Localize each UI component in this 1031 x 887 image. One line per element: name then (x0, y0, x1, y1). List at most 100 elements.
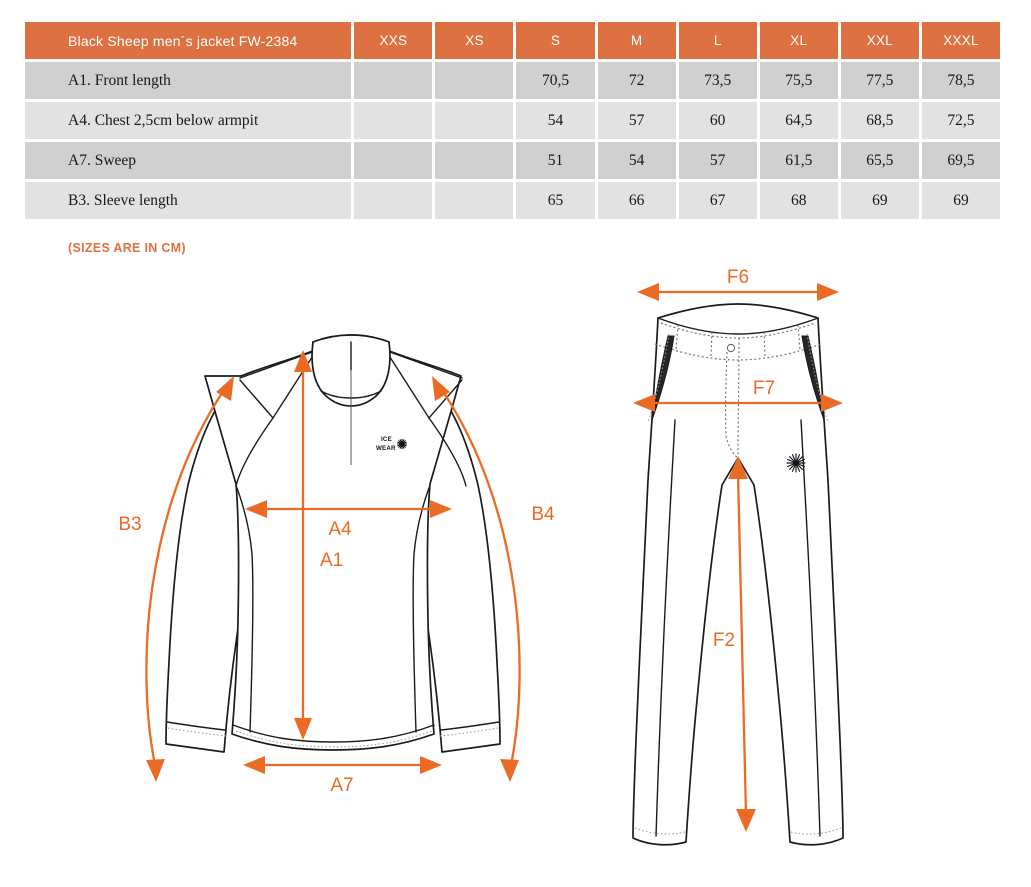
jacket-left-side-panel (236, 487, 254, 733)
pants-waistband-stitch-lower (654, 343, 822, 361)
size-header-xl: XL (759, 22, 838, 59)
measurement-f2-label: F2 (713, 630, 735, 651)
measurement-f7: F7 (633, 378, 843, 412)
jacket-diagram: ICE WEAR A4 A1 A7 (100, 270, 600, 870)
measurement-b3-arrow-top (216, 376, 234, 401)
measurement-label: A4. Chest 2,5cm below armpit (25, 102, 352, 139)
size-header-l: L (678, 22, 757, 59)
measurement-value: 65,5 (840, 142, 919, 179)
size-header-xxl: XXL (840, 22, 919, 59)
pants-right-crease (800, 419, 821, 837)
measurement-f7-arrow-left (633, 394, 655, 412)
measurement-value: 69 (840, 182, 919, 219)
pants-left-crease (655, 419, 676, 837)
measurement-value (435, 62, 514, 99)
measurement-value (435, 102, 514, 139)
measurement-value: 78,5 (921, 62, 1000, 99)
measurement-a4-arrow-right (430, 500, 452, 518)
measurement-f6-arrow-left (637, 283, 659, 301)
size-chart-table: Black Sheep men´s jacket FW-2384 XXS XS … (22, 19, 1003, 222)
measurement-value: 65 (516, 182, 595, 219)
pants-left-hem-stitch (634, 827, 686, 835)
table-row: A7. Sweep 51 54 57 61,5 65,5 69,5 (25, 142, 1000, 179)
measurement-value: 60 (678, 102, 757, 139)
measurement-value (354, 182, 433, 219)
measurement-b4-label: B4 (531, 504, 555, 525)
measurement-value: 64,5 (759, 102, 838, 139)
measurement-a7-arrow-left (243, 756, 265, 774)
measurement-f6: F6 (637, 267, 839, 301)
brand-text-wear: WEAR (376, 445, 396, 452)
measurement-f2-line (736, 472, 748, 816)
size-header-m: M (597, 22, 676, 59)
measurement-a7: A7 (243, 756, 442, 796)
measurement-value: 57 (597, 102, 676, 139)
measurement-value: 57 (678, 142, 757, 179)
measurement-b4: B4 (432, 376, 555, 782)
measurement-b3-line (145, 389, 225, 766)
ice-wear-logo: ICE WEAR (376, 436, 408, 452)
measurement-value: 51 (516, 142, 595, 179)
measurement-label: A1. Front length (25, 62, 352, 99)
pants-right-pocket-stitch (806, 333, 829, 423)
jacket-right-shoulder-seam (386, 350, 463, 379)
measurement-f6-label: F6 (727, 267, 749, 288)
table-row: A4. Chest 2,5cm below armpit 54 57 60 64… (25, 102, 1000, 139)
measurement-a1-label: A1 (320, 550, 343, 571)
measurement-a7-label: A7 (330, 775, 353, 796)
jacket-right-cuff-seam (440, 721, 500, 731)
jacket-left-cuff-seam (166, 721, 226, 731)
measurement-value (354, 142, 433, 179)
measurement-value: 77,5 (840, 62, 919, 99)
brand-text-ice: ICE (381, 436, 392, 443)
measurement-value: 69 (921, 182, 1000, 219)
measurement-label: B3. Sleeve length (25, 182, 352, 219)
measurement-b3-arrow-bottom (146, 759, 165, 782)
measurement-value (435, 182, 514, 219)
jacket-right-armhole-seam (428, 417, 467, 487)
jacket-right-side-panel (412, 487, 430, 733)
measurement-label: A7. Sweep (25, 142, 352, 179)
measurement-a4-arrow-left (245, 500, 267, 518)
measurement-f6-arrow-right (817, 283, 839, 301)
size-header-xxs: XXS (354, 22, 433, 59)
jacket-body (204, 341, 462, 751)
measurement-a4-label: A4 (328, 519, 352, 540)
measurement-a4: A4 (245, 500, 452, 540)
table-row: B3. Sleeve length 65 66 67 68 69 69 (25, 182, 1000, 219)
pants-body (632, 303, 844, 846)
measurement-value: 70,5 (516, 62, 595, 99)
measurement-a1: A1 (294, 350, 343, 740)
measurement-a1-arrow-top (294, 350, 312, 372)
measurement-b3: B3 (118, 376, 234, 782)
measurement-value: 54 (597, 142, 676, 179)
measurement-b4-arrow-bottom (500, 759, 519, 782)
jacket-left-armhole-seam (235, 417, 274, 487)
measurement-f2-arrow-bottom (736, 809, 756, 832)
measurement-value: 72,5 (921, 102, 1000, 139)
table-body: A1. Front length 70,5 72 73,5 75,5 77,5 … (25, 62, 1000, 219)
measurement-value: 75,5 (759, 62, 838, 99)
pants-waist-button (726, 343, 736, 353)
product-name-header: Black Sheep men´s jacket FW-2384 (25, 22, 352, 59)
measurement-f7-arrow-right (821, 394, 843, 412)
size-header-xxxl: XXXL (921, 22, 1000, 59)
measurement-value: 69,5 (921, 142, 1000, 179)
measurement-b4-arrow-top (432, 376, 450, 401)
measurement-f7-label: F7 (753, 378, 775, 399)
pants-fly-stitch-left (725, 351, 728, 437)
pants-waistband-top (657, 317, 819, 335)
measurement-value: 72 (597, 62, 676, 99)
pants-diagram: F6 F7 F2 (600, 267, 900, 870)
measurement-value (354, 62, 433, 99)
table-row: A1. Front length 70,5 72 73,5 75,5 77,5 … (25, 62, 1000, 99)
size-header-s: S (516, 22, 595, 59)
jacket-hem-stitch (235, 730, 433, 748)
pants-fly-curve (725, 435, 739, 459)
snowflake-icon (396, 438, 408, 450)
measurement-value: 68,5 (840, 102, 919, 139)
measurement-value (435, 142, 514, 179)
jacket-left-cuff-stitch (167, 727, 227, 737)
table-header-row: Black Sheep men´s jacket FW-2384 XXS XS … (25, 22, 1000, 59)
measurement-value: 73,5 (678, 62, 757, 99)
